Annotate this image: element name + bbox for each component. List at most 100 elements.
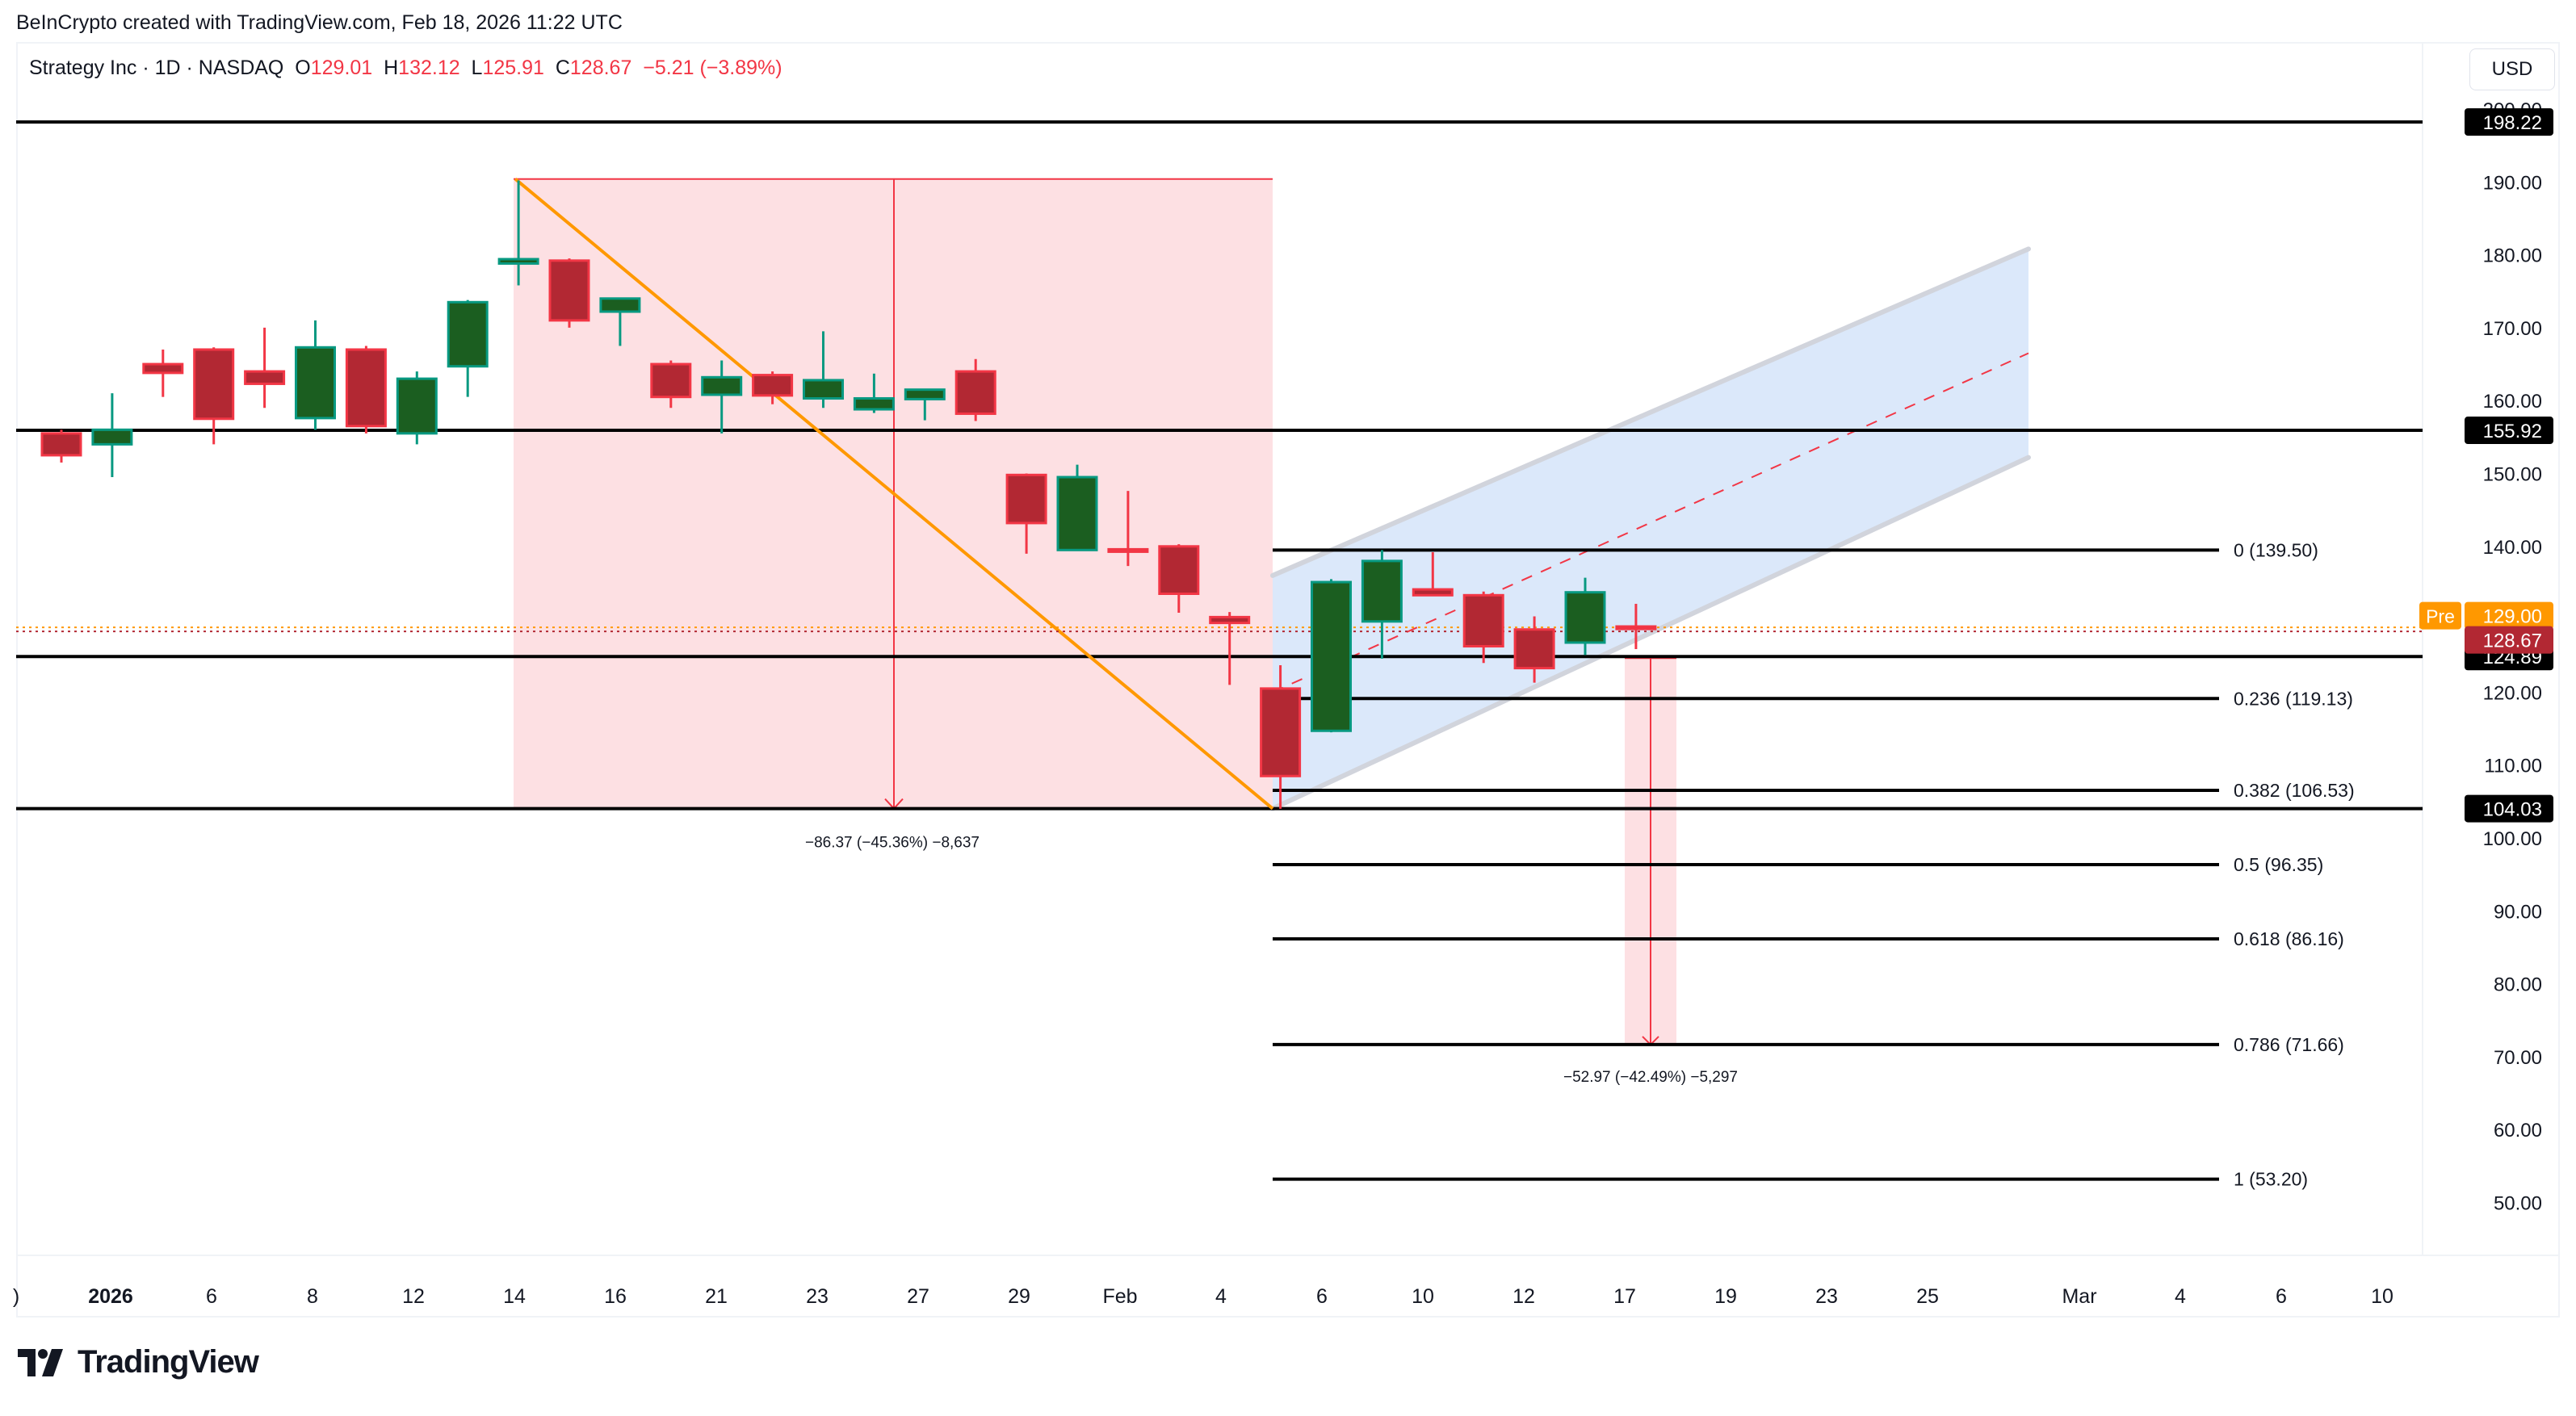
channel-lower-edge <box>1270 455 2031 811</box>
fib-level-label: 0.382 (106.53) <box>2234 780 2355 801</box>
candle <box>1462 591 1504 664</box>
time-tick-label: 10 <box>1412 1285 1434 1308</box>
candle <box>1107 491 1149 567</box>
candle-body <box>599 297 641 313</box>
price-tick-label: 100.00 <box>2483 828 2542 850</box>
candle-body <box>803 379 844 400</box>
price-tick-label: 110.00 <box>2484 756 2542 777</box>
candle-body <box>91 428 133 446</box>
time-tick-label: ) <box>13 1285 19 1308</box>
level-price-badge <box>2465 417 2553 445</box>
candle-body <box>447 300 489 368</box>
tradingview-brand: TradingView <box>78 1344 259 1380</box>
time-tick-label: 21 <box>705 1285 728 1308</box>
candle-body <box>1311 580 1352 732</box>
level-price-badge-text: 155.92 <box>2483 421 2542 442</box>
candle <box>1260 664 1302 809</box>
candle <box>142 349 184 397</box>
trend-line <box>514 178 1274 811</box>
candle <box>447 300 489 397</box>
candle <box>40 429 82 463</box>
time-tick-label: 2026 <box>88 1285 133 1308</box>
candle-body <box>1412 588 1454 597</box>
candle-body <box>954 370 996 415</box>
pre-market-price-badge-text: 129.00 <box>2483 606 2542 628</box>
candle <box>752 371 794 404</box>
candle-body <box>1361 559 1403 623</box>
close-value: 128.67 <box>569 57 632 79</box>
currency-button[interactable]: USD <box>2469 48 2555 90</box>
time-tick-label: 4 <box>2175 1285 2186 1308</box>
channel-upper-edge <box>1270 246 2031 578</box>
fib-level-label: 0.786 (71.66) <box>2234 1034 2344 1055</box>
candle-body <box>193 348 235 421</box>
price-tick-label: 90.00 <box>2494 901 2542 923</box>
candle-body <box>497 258 539 265</box>
time-tick-label: 16 <box>604 1285 627 1308</box>
candle-body <box>548 259 590 322</box>
candle-body <box>1107 547 1149 553</box>
candle <box>1412 552 1454 597</box>
time-tick-label: 10 <box>2371 1285 2393 1308</box>
parallel-channel <box>1270 246 2031 811</box>
chart-credit: BeInCrypto created with TradingView.com,… <box>16 11 623 34</box>
candle <box>599 297 641 346</box>
candle <box>1005 473 1047 554</box>
level-price-badge-text: 198.22 <box>2483 112 2542 134</box>
candle <box>1056 464 1098 551</box>
candle <box>650 360 692 408</box>
candle-body <box>244 370 286 385</box>
level-price-badge <box>2465 794 2553 823</box>
candle <box>1564 577 1606 656</box>
candle-body <box>1209 615 1251 625</box>
candle-body <box>1615 625 1657 630</box>
candle-body <box>1005 473 1047 525</box>
candle <box>1158 544 1200 613</box>
candle <box>548 258 590 328</box>
candle <box>193 347 235 445</box>
level-price-badge <box>2465 108 2553 136</box>
candle <box>1361 550 1403 659</box>
candle <box>396 371 438 445</box>
candle-body <box>40 432 82 457</box>
time-tick-label: 23 <box>806 1285 829 1308</box>
candle-body <box>396 377 438 435</box>
pre-market-tag-text: Pre <box>2426 606 2455 627</box>
candle <box>803 331 844 408</box>
level-price-badge-text: 104.03 <box>2483 799 2542 821</box>
time-tick-label: 6 <box>206 1285 217 1308</box>
fib-level-label: 0.5 (96.35) <box>2234 854 2323 875</box>
time-tick-label: 29 <box>1008 1285 1030 1308</box>
chart-frame <box>16 42 2560 1318</box>
candle-body <box>345 348 387 428</box>
price-tick-label: 60.00 <box>2494 1120 2542 1142</box>
candle-body <box>1158 545 1200 595</box>
time-tick-label: 8 <box>307 1285 318 1308</box>
candle-body <box>1564 591 1606 644</box>
candle <box>1311 579 1352 733</box>
candle <box>295 320 336 430</box>
candle-body <box>1056 475 1098 551</box>
last-price-badge-text: 128.67 <box>2483 630 2542 652</box>
time-tick-label: Mar <box>2062 1285 2096 1308</box>
time-tick-label: 17 <box>1613 1285 1636 1308</box>
last-price-badge <box>2465 626 2553 654</box>
time-tick-label: Feb <box>1102 1285 1137 1308</box>
time-tick-label: 23 <box>1815 1285 1838 1308</box>
time-tick-label: 12 <box>402 1285 425 1308</box>
candle <box>904 388 946 421</box>
candle <box>1615 603 1657 650</box>
price-tick-label: 120.00 <box>2483 682 2542 704</box>
time-tick-label: 25 <box>1916 1285 1939 1308</box>
candle-body <box>1260 687 1302 777</box>
price-tick-label: 190.00 <box>2483 172 2542 194</box>
candle <box>1209 612 1251 685</box>
time-tick-label: 27 <box>907 1285 929 1308</box>
candles <box>40 180 1657 809</box>
high-value: 132.12 <box>398 57 460 79</box>
time-tick-label: 6 <box>1316 1285 1328 1308</box>
fib-level-label: 0.236 (119.13) <box>2234 688 2353 709</box>
candle-body <box>295 346 336 420</box>
candle-body <box>650 362 692 399</box>
